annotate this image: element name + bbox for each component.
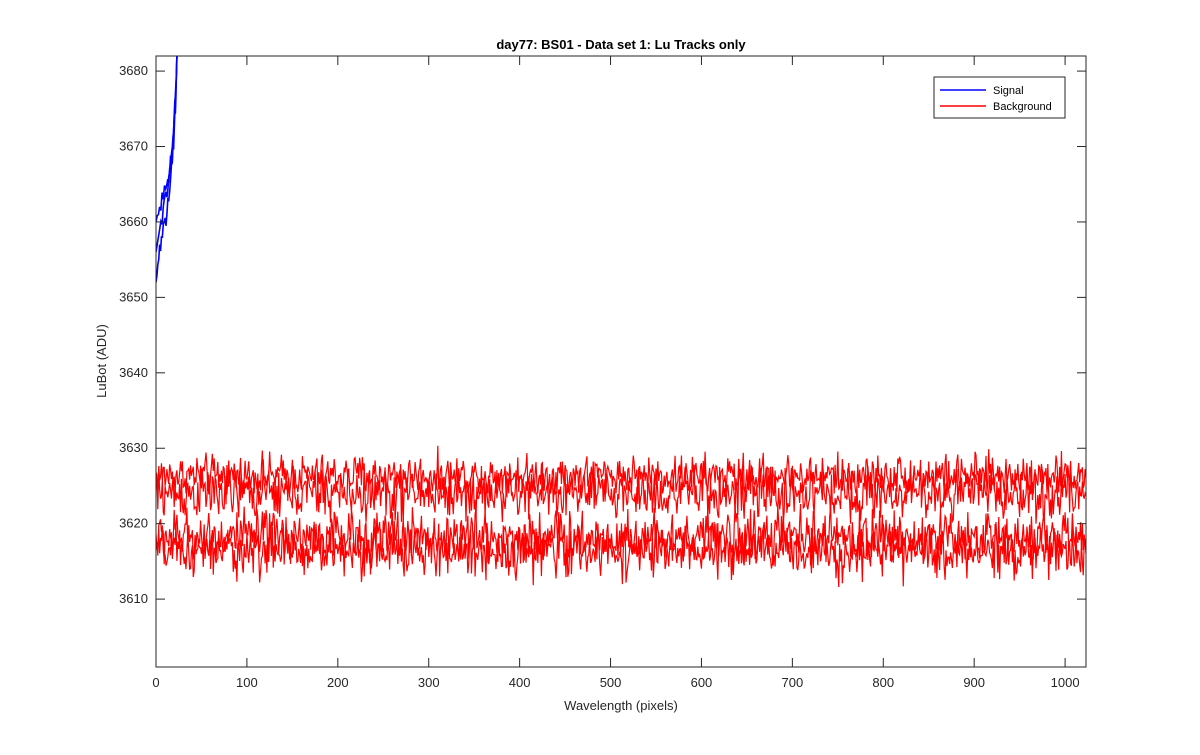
background-trace-4 <box>156 523 1086 588</box>
x-tick-label: 200 <box>327 675 349 690</box>
y-tick-label: 3610 <box>119 591 148 606</box>
x-tick-label: 0 <box>152 675 159 690</box>
x-tick-label: 700 <box>782 675 804 690</box>
x-tick-label: 800 <box>872 675 894 690</box>
x-tick-label: 400 <box>509 675 531 690</box>
series-layer <box>156 56 1086 588</box>
x-tick-label: 900 <box>963 675 985 690</box>
y-tick-label: 3680 <box>119 63 148 78</box>
x-tick-label: 500 <box>600 675 622 690</box>
plot-area <box>156 56 1086 667</box>
legend-box <box>933 76 1066 119</box>
legend-background-label: Background <box>993 101 1052 113</box>
y-tick-label: 3670 <box>119 139 148 154</box>
chart-title: day77: BS01 - Data set 1: Lu Tracks only <box>496 37 746 52</box>
axes-layer: 0 100 200 300 400 500 600 700 800 900 1000 3610 3620… <box>119 55 1087 690</box>
legend-signal-label: Signal <box>993 85 1024 97</box>
axes-box <box>155 55 1087 668</box>
y-tick-label: 3640 <box>119 365 148 380</box>
x-tick-label: 1000 <box>1051 675 1080 690</box>
legend: Signal Background <box>933 76 1066 119</box>
background-trace-1 <box>156 445 1086 496</box>
signal-trace-3 <box>156 56 178 223</box>
y-tick-label: 3630 <box>119 440 148 455</box>
y-tick-label: 3660 <box>119 214 148 229</box>
x-tick-label: 300 <box>418 675 440 690</box>
x-tick-label: 100 <box>236 675 258 690</box>
y-axis-label: LuBot (ADU) <box>94 324 109 398</box>
x-axis-label: Wavelength (pixels) <box>564 698 678 713</box>
series-signal <box>156 56 178 283</box>
series-background <box>156 445 1086 588</box>
y-tick-label: 3650 <box>119 289 148 304</box>
background-trace-2 <box>156 459 1086 524</box>
x-tick-label: 600 <box>691 675 713 690</box>
y-tick-label: 3620 <box>119 516 148 531</box>
